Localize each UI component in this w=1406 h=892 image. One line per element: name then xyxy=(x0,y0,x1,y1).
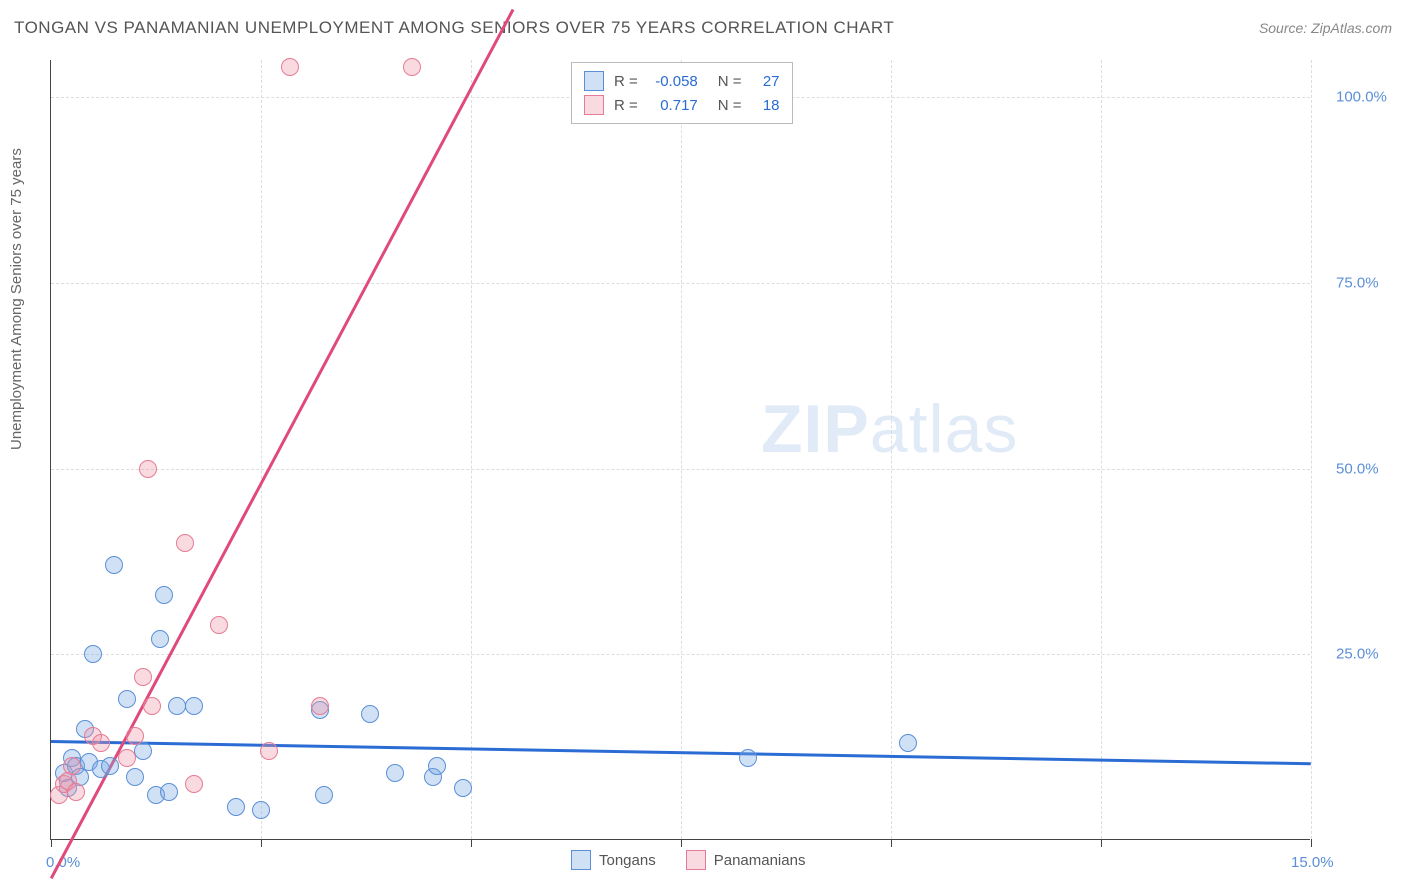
scatter-point xyxy=(92,734,110,752)
x-tick xyxy=(891,839,892,847)
scatter-point xyxy=(176,534,194,552)
legend-swatch xyxy=(571,850,591,870)
y-axis-label: Unemployment Among Seniors over 75 years xyxy=(8,148,25,450)
source-attribution: Source: ZipAtlas.com xyxy=(1259,20,1392,36)
stat-n-value: 18 xyxy=(752,97,780,114)
stat-r-label: R = xyxy=(614,97,638,114)
scatter-point xyxy=(118,749,136,767)
y-tick-label: 50.0% xyxy=(1336,460,1379,477)
gridline-vertical xyxy=(891,60,892,839)
y-tick-label: 100.0% xyxy=(1336,89,1387,106)
scatter-point xyxy=(260,742,278,760)
stat-r-label: R = xyxy=(614,73,638,90)
y-tick-label: 25.0% xyxy=(1336,646,1379,663)
scatter-point xyxy=(143,697,161,715)
x-tick xyxy=(1101,839,1102,847)
scatter-point xyxy=(134,668,152,686)
stat-r-value: -0.058 xyxy=(648,73,698,90)
stat-r-value: 0.717 xyxy=(648,97,698,114)
scatter-plot: ZIPatlas 25.0%50.0%75.0%100.0%0.0%15.0%R… xyxy=(50,60,1310,840)
legend-item: Tongans xyxy=(571,850,656,870)
scatter-point xyxy=(126,768,144,786)
scatter-point xyxy=(281,58,299,76)
gridline-vertical xyxy=(1101,60,1102,839)
scatter-point xyxy=(126,727,144,745)
scatter-point xyxy=(210,616,228,634)
stat-row: R = 0.717 N = 18 xyxy=(584,93,780,117)
scatter-point xyxy=(84,645,102,663)
x-tick xyxy=(1311,839,1312,847)
scatter-point xyxy=(101,757,119,775)
legend-item: Panamanians xyxy=(686,850,806,870)
y-tick-label: 75.0% xyxy=(1336,274,1379,291)
scatter-point xyxy=(899,734,917,752)
series-legend: Tongans Panamanians xyxy=(571,850,805,870)
legend-swatch xyxy=(686,850,706,870)
scatter-point xyxy=(185,697,203,715)
gridline-vertical xyxy=(471,60,472,839)
scatter-point xyxy=(428,757,446,775)
scatter-point xyxy=(155,586,173,604)
watermark-bold: ZIP xyxy=(761,391,870,467)
scatter-point xyxy=(311,697,329,715)
scatter-point xyxy=(139,460,157,478)
x-tick xyxy=(261,839,262,847)
x-tick-label: 15.0% xyxy=(1291,854,1334,871)
stat-n-label: N = xyxy=(718,73,742,90)
chart-header: TONGAN VS PANAMANIAN UNEMPLOYMENT AMONG … xyxy=(14,18,1392,38)
x-tick xyxy=(471,839,472,847)
stat-n-label: N = xyxy=(718,97,742,114)
scatter-point xyxy=(361,705,379,723)
stat-row: R = -0.058 N = 27 xyxy=(584,69,780,93)
scatter-point xyxy=(151,630,169,648)
scatter-point xyxy=(67,783,85,801)
stat-n-value: 27 xyxy=(752,73,780,90)
correlation-stat-box: R = -0.058 N = 27 R = 0.717 N = 18 xyxy=(571,62,793,124)
gridline-vertical xyxy=(261,60,262,839)
scatter-point xyxy=(105,556,123,574)
scatter-point xyxy=(403,58,421,76)
scatter-point xyxy=(315,786,333,804)
legend-label: Tongans xyxy=(599,852,656,869)
watermark-rest: atlas xyxy=(870,391,1019,467)
scatter-point xyxy=(63,757,81,775)
scatter-point xyxy=(227,798,245,816)
scatter-point xyxy=(118,690,136,708)
scatter-point xyxy=(160,783,178,801)
scatter-point xyxy=(386,764,404,782)
watermark: ZIPatlas xyxy=(761,390,1018,468)
scatter-point xyxy=(739,749,757,767)
scatter-point xyxy=(168,697,186,715)
scatter-point xyxy=(454,779,472,797)
scatter-point xyxy=(252,801,270,819)
legend-swatch xyxy=(584,95,604,115)
gridline-vertical xyxy=(681,60,682,839)
chart-title: TONGAN VS PANAMANIAN UNEMPLOYMENT AMONG … xyxy=(14,18,894,38)
legend-label: Panamanians xyxy=(714,852,806,869)
legend-swatch xyxy=(584,71,604,91)
x-tick xyxy=(51,839,52,847)
scatter-point xyxy=(185,775,203,793)
x-tick xyxy=(681,839,682,847)
gridline-vertical xyxy=(1311,60,1312,839)
